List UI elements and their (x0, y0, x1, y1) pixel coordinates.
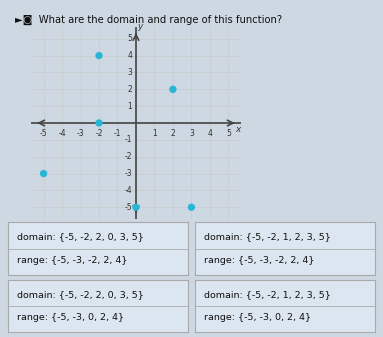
Text: -3: -3 (124, 169, 132, 178)
Text: x: x (235, 125, 240, 134)
Point (41, 171, 47, 176)
Text: domain: {-5, -2, 1, 2, 3, 5}: domain: {-5, -2, 1, 2, 3, 5} (205, 233, 331, 242)
Text: domain: {-5, -2, 1, 2, 3, 5}: domain: {-5, -2, 1, 2, 3, 5} (205, 290, 331, 299)
Text: -5: -5 (124, 203, 132, 212)
Text: -2: -2 (95, 129, 103, 138)
Text: 3: 3 (189, 129, 194, 138)
Text: 5: 5 (226, 129, 231, 138)
Text: ►◙  What are the domain and range of this function?: ►◙ What are the domain and range of this… (15, 15, 282, 25)
Point (170, 87, 176, 92)
Text: -4: -4 (58, 129, 66, 138)
Text: -5: -5 (40, 129, 47, 138)
Text: -1: -1 (114, 129, 121, 138)
Text: range: {-5, -3, 0, 2, 4}: range: {-5, -3, 0, 2, 4} (205, 313, 311, 322)
Text: -1: -1 (125, 135, 132, 144)
Text: 2: 2 (128, 85, 132, 94)
Point (133, 205, 139, 210)
Text: 1: 1 (152, 129, 157, 138)
Text: range: {-5, -3, -2, 2, 4}: range: {-5, -3, -2, 2, 4} (17, 255, 127, 265)
Text: 1: 1 (128, 102, 132, 111)
Text: domain: {-5, -2, 2, 0, 3, 5}: domain: {-5, -2, 2, 0, 3, 5} (17, 233, 143, 242)
Text: domain: {-5, -2, 2, 0, 3, 5}: domain: {-5, -2, 2, 0, 3, 5} (17, 290, 143, 299)
Text: range: {-5, -3, -2, 2, 4}: range: {-5, -3, -2, 2, 4} (205, 255, 315, 265)
Text: 3: 3 (128, 68, 132, 77)
Text: range: {-5, -3, 0, 2, 4}: range: {-5, -3, 0, 2, 4} (17, 313, 124, 322)
Text: 4: 4 (208, 129, 212, 138)
Text: -4: -4 (124, 186, 132, 195)
Text: 5: 5 (128, 34, 132, 43)
Text: 2: 2 (170, 129, 175, 138)
Point (96, 53, 102, 58)
Text: -3: -3 (77, 129, 84, 138)
Text: y: y (137, 22, 142, 31)
Text: 4: 4 (128, 51, 132, 60)
Point (96, 120, 102, 126)
Text: -2: -2 (125, 152, 132, 161)
Point (188, 205, 195, 210)
